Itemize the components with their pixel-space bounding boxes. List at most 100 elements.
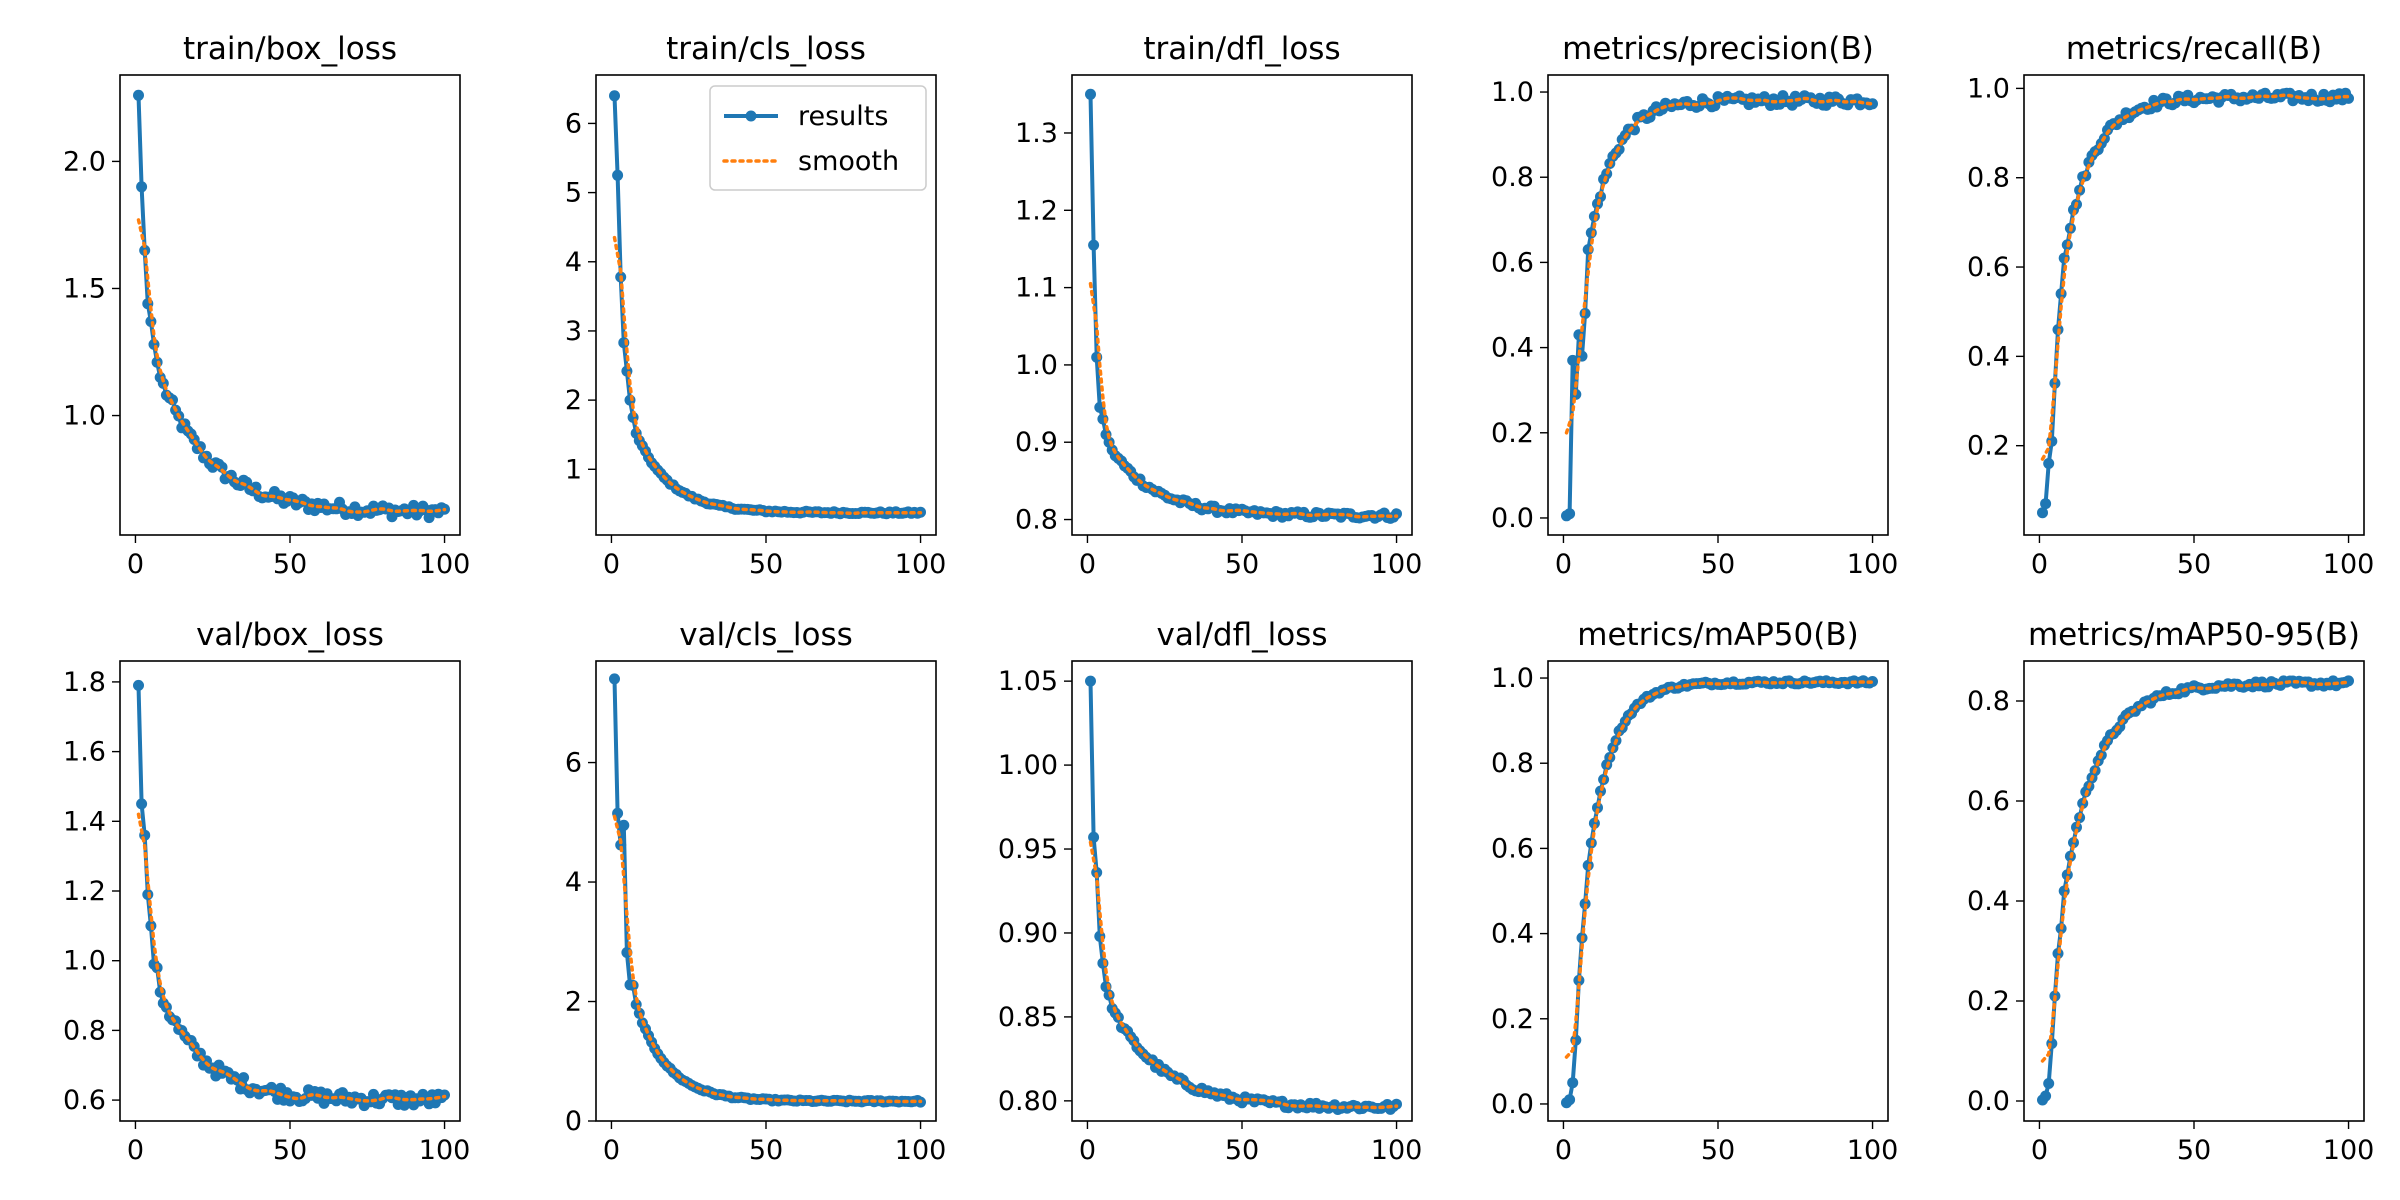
subplot-title: metrics/mAP50-95(B) [2028,617,2360,653]
y-tick-label: 1.6 [63,737,106,768]
results-point [136,798,148,810]
x-tick-label: 0 [1555,1135,1572,1166]
results-point [216,461,228,473]
x-tick-label: 100 [2323,1135,2375,1166]
y-tick-label: 0.4 [1491,919,1534,950]
x-tick-label: 0 [127,549,144,580]
x-tick-label: 0 [127,1135,144,1166]
y-tick-label: 0.2 [1967,431,2010,462]
x-tick-label: 0 [1079,1135,1096,1166]
y-tick-label: 0.6 [1491,833,1534,864]
y-tick-label: 0.6 [1967,786,2010,817]
results-point [618,819,630,831]
results-point [1088,831,1100,843]
y-tick-label: 0.4 [1491,333,1534,364]
smooth-line [2040,680,2351,1063]
y-tick-label: 0.8 [63,1015,106,1046]
subplot-val-cls-loss: 0 50 100 0 2 4 6 val/cls_loss [565,617,947,1166]
results-line [136,95,446,520]
y-tick-label: 1.0 [1491,663,1534,694]
results-point [1088,239,1100,251]
results-point [1564,1094,1576,1106]
results-point [1867,98,1878,110]
y-tick-label: 1.0 [63,946,106,977]
results-point [250,481,262,493]
results-point [136,181,148,193]
y-tick-label: 0.4 [1967,341,2010,372]
x-tick-label: 100 [895,1135,947,1166]
y-tick-label: 3 [565,316,582,347]
x-tick-label: 0 [603,549,620,580]
y-tick-label: 0.0 [1491,503,1534,534]
plot-area [595,660,937,1122]
results-point [1085,88,1096,100]
y-tick-label: 1.2 [1015,195,1058,226]
y-tick-label: 2 [565,987,582,1018]
smooth-line [1564,96,1875,435]
results-point [2040,498,2052,510]
subplot-title: metrics/recall(B) [2066,31,2322,67]
results-point [1391,1098,1402,1110]
y-tick-label: 0.90 [998,918,1058,949]
y-tick-label: 2 [565,385,582,416]
results-point [1085,675,1096,687]
y-tick-label: 0 [565,1106,582,1137]
x-tick-label: 100 [1371,549,1423,580]
subplot-title: train/cls_loss [666,31,866,67]
subplot-title: val/dfl_loss [1157,617,1328,653]
y-tick-label: 0.2 [1491,1004,1534,1035]
y-tick-label: 0.85 [998,1002,1058,1033]
legend-results-label: results [798,101,888,132]
results-point [2043,1078,2055,1089]
y-tick-label: 1.00 [998,750,1058,781]
results-point [609,673,620,685]
x-tick-label: 50 [1225,1135,1259,1166]
subplot-title: metrics/precision(B) [1562,31,1874,67]
x-tick-label: 0 [2031,1135,2048,1166]
plot-area [1071,660,1413,1122]
results-point [238,1072,250,1084]
results-point [2049,377,2061,389]
x-tick-label: 100 [2323,549,2375,580]
x-tick-label: 50 [1701,549,1735,580]
y-tick-label: 1.0 [63,401,106,432]
results-line [612,678,922,1104]
smooth-line [2040,93,2351,461]
y-tick-label: 1.3 [1015,118,1058,149]
x-tick-label: 100 [1847,1135,1899,1166]
subplot-train-dfl-loss: 0 50 100 0.8 0.9 1.0 1.1 1.2 1.3 train/dfl_loss [1015,31,1422,580]
subplot-title: val/box_loss [196,617,384,653]
x-tick-label: 50 [273,1135,307,1166]
x-tick-label: 100 [419,549,471,580]
results-point [612,169,624,181]
x-tick-label: 100 [1371,1135,1423,1166]
smooth-line [612,814,923,1104]
y-tick-label: 0.8 [1967,163,2010,194]
x-tick-label: 0 [1079,549,1096,580]
x-tick-label: 100 [895,549,947,580]
y-tick-label: 0.6 [63,1085,106,1116]
subplot-title: metrics/mAP50(B) [1577,617,1858,653]
subplot-title: val/cls_loss [679,617,853,653]
smooth-line [1088,840,1399,1110]
y-tick-label: 4 [565,247,582,278]
x-tick-label: 50 [1701,1135,1735,1166]
plot-area [119,660,461,1122]
y-tick-label: 0.9 [1015,427,1058,458]
y-tick-label: 5 [565,178,582,209]
plot-area [119,74,461,536]
plot-area [2023,74,2365,536]
subplot-val-dfl-loss: 0 50 100 0.80 0.85 0.90 0.95 1.00 1.05 val/dfl_lo… [998,617,1422,1166]
x-tick-label: 50 [749,549,783,580]
x-tick-label: 100 [419,1135,471,1166]
y-tick-label: 1.0 [1491,77,1534,108]
results-line [1088,94,1398,521]
smooth-line [136,218,447,514]
smooth-line [1088,281,1399,519]
y-tick-label: 1.1 [1015,273,1058,304]
x-tick-label: 50 [273,549,307,580]
results-point [1567,1077,1579,1089]
